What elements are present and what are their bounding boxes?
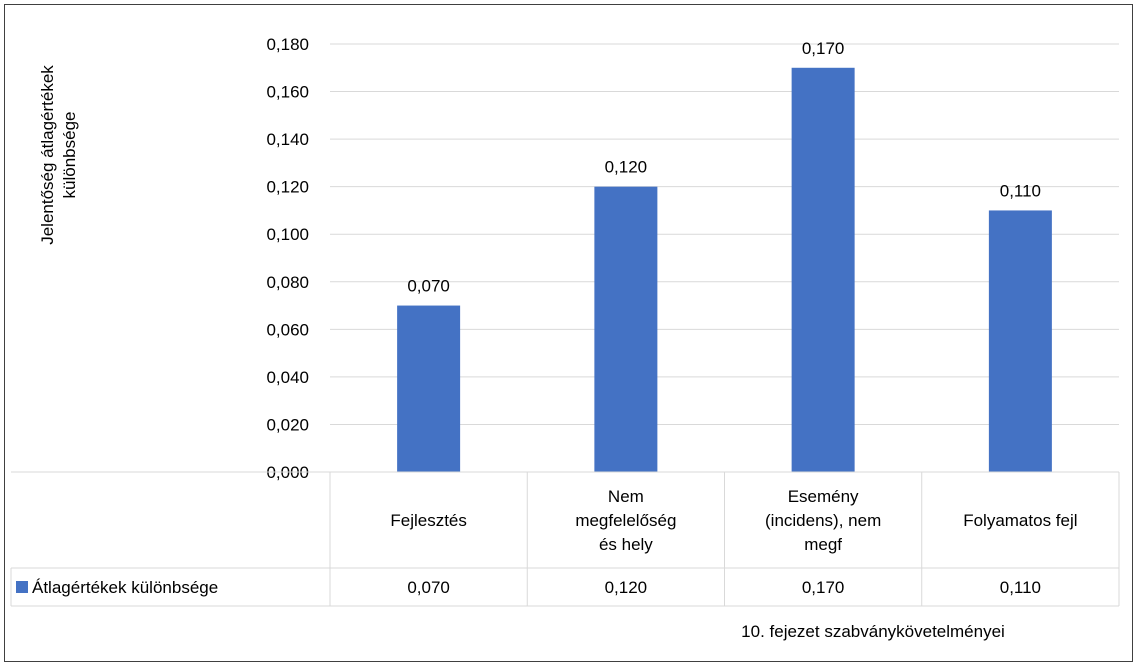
y-axis-title: különbsége (60, 112, 79, 199)
legend-label: Átlagértékek különbsége (32, 578, 218, 597)
bar (594, 186, 658, 472)
x-category-label: és hely (599, 535, 653, 554)
table-value: 0,070 (407, 578, 450, 597)
y-tick-label: 0,080 (266, 273, 309, 292)
table-value: 0,120 (605, 578, 648, 597)
y-tick-label: 0,120 (266, 178, 309, 197)
y-tick-label: 0,100 (266, 225, 309, 244)
y-axis-title: Jelentőség átlagértékek (38, 65, 57, 245)
data-label: 0,170 (802, 39, 845, 58)
table-value: 0,170 (802, 578, 845, 597)
chart-frame: 0,000 0,020 0,040 0,060 0,080 0,100 0,120 0,140… (4, 4, 1133, 662)
x-category-label: Esemény (788, 487, 859, 506)
x-axis-title: 10. fejezet szabványkövetelményei (741, 622, 1005, 641)
x-category-label: Fejlesztés (390, 511, 467, 530)
bar (988, 210, 1052, 472)
y-tick-label: 0,060 (266, 320, 309, 339)
data-label: 0,110 (1000, 181, 1041, 200)
table-value: 0,110 (1000, 578, 1041, 597)
bar (397, 305, 461, 472)
x-category-label: (incidens), nem (765, 511, 881, 530)
y-tick-label: 0,160 (266, 83, 309, 102)
data-label: 0,070 (407, 277, 450, 296)
x-category-label: megf (804, 535, 842, 554)
bar (791, 67, 855, 473)
x-category-label: megfelelőség (575, 511, 676, 530)
bar-chart: 0,0000,0200,0400,0600,0800,1000,1200,140… (10, 35, 1120, 641)
x-category-label: Nem (608, 487, 644, 506)
y-tick-label: 0,040 (266, 368, 309, 387)
y-tick-label: 0,020 (266, 415, 309, 434)
y-tick-label: 0,140 (266, 130, 309, 149)
data-label: 0,120 (605, 158, 648, 177)
y-tick-label: 0,180 (266, 35, 309, 54)
x-category-label: Folyamatos fejl (963, 511, 1077, 530)
legend-key (16, 581, 28, 593)
